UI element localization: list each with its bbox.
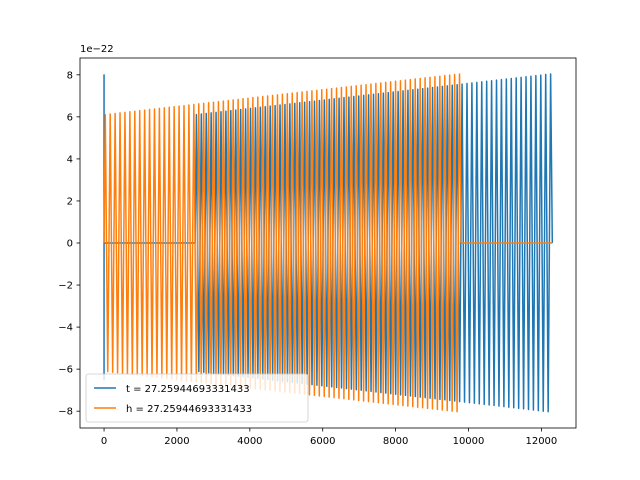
- y-tick-label: 2: [67, 196, 73, 207]
- y-tick-label: −6: [58, 365, 73, 376]
- y-axis: −8 −6 −4 −2 0 2 4 6 8: [58, 70, 80, 418]
- series-line-oscillation: [103, 73, 462, 413]
- series-1: [103, 73, 553, 413]
- legend-box: [85, 373, 309, 423]
- y-tick-label: 0: [67, 239, 73, 250]
- x-tick-label: 10000: [453, 436, 485, 447]
- y-tick-label: −8: [58, 407, 73, 418]
- y-scale-label: 1e−22: [80, 44, 114, 55]
- y-tick-label: 8: [67, 70, 73, 81]
- x-tick-label: 0: [101, 436, 107, 447]
- legend-label: h = 27.25944693331433: [126, 404, 252, 415]
- series-layer: [103, 73, 554, 413]
- x-axis: 0 2000 4000 6000 8000 10000 12000: [101, 428, 557, 447]
- x-tick-label: 12000: [525, 436, 557, 447]
- y-tick-label: 6: [67, 112, 73, 123]
- x-tick-label: 6000: [310, 436, 335, 447]
- legend: t = 27.25944693331433 h = 27.259446933314…: [85, 373, 309, 423]
- x-tick-label: 4000: [237, 436, 262, 447]
- y-tick-label: 4: [67, 154, 73, 165]
- x-tick-label: 2000: [164, 436, 189, 447]
- legend-label: t = 27.25944693331433: [126, 384, 250, 395]
- x-tick-label: 8000: [383, 436, 408, 447]
- y-tick-label: −4: [58, 323, 73, 334]
- y-tick-label: −2: [58, 281, 73, 292]
